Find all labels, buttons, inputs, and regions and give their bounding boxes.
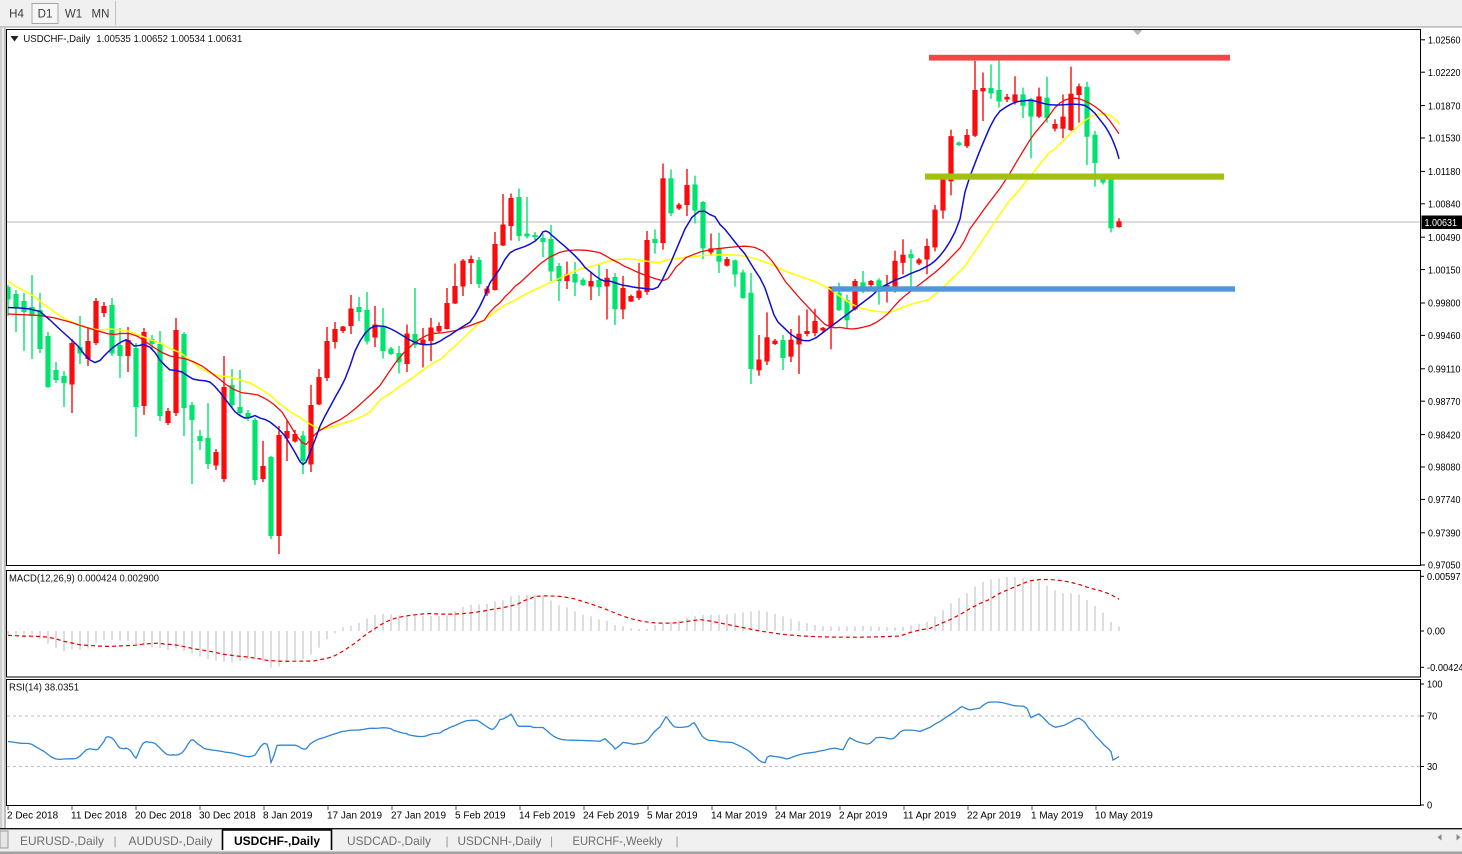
- svg-text:10 May 2019: 10 May 2019: [1095, 811, 1153, 822]
- svg-text:14 Feb 2019: 14 Feb 2019: [519, 811, 576, 822]
- svg-text:11 Dec 2018: 11 Dec 2018: [71, 811, 127, 822]
- svg-text:USDCNH-,Daily: USDCNH-,Daily: [458, 834, 542, 848]
- svg-text:1.00631: 1.00631: [1425, 218, 1458, 229]
- svg-text:0.00597: 0.00597: [1427, 572, 1461, 583]
- svg-text:8 Jan 2019: 8 Jan 2019: [263, 811, 313, 822]
- svg-text:1.00490: 1.00490: [1428, 233, 1461, 244]
- svg-text:2 Dec 2018: 2 Dec 2018: [7, 811, 59, 822]
- svg-text:20 Dec 2018: 20 Dec 2018: [135, 811, 192, 822]
- svg-text:EURCHF-,Weekly: EURCHF-,Weekly: [573, 834, 663, 848]
- svg-text:100: 100: [1427, 680, 1443, 691]
- svg-text:USDCAD-,Daily: USDCAD-,Daily: [347, 834, 431, 848]
- svg-text:5 Mar 2019: 5 Mar 2019: [647, 811, 698, 822]
- svg-text:|: |: [445, 834, 448, 848]
- svg-text:0.97390: 0.97390: [1428, 529, 1461, 540]
- svg-text:1.01180: 1.01180: [1428, 167, 1461, 178]
- svg-text:5 Feb 2019: 5 Feb 2019: [455, 811, 506, 822]
- svg-text:MN: MN: [92, 9, 110, 21]
- svg-text:0.97740: 0.97740: [1428, 495, 1461, 506]
- svg-text:0: 0: [1427, 801, 1433, 812]
- svg-text:22 Apr 2019: 22 Apr 2019: [967, 811, 1021, 822]
- svg-text:17 Jan 2019: 17 Jan 2019: [327, 811, 382, 822]
- svg-text:0.98080: 0.98080: [1428, 463, 1461, 474]
- svg-text:0.97050: 0.97050: [1428, 561, 1461, 572]
- svg-text:1.00535 1.00652 1.00534 1.0063: 1.00535 1.00652 1.00534 1.00631: [96, 33, 242, 45]
- svg-text:1.02560: 1.02560: [1428, 36, 1461, 47]
- svg-text:24 Feb 2019: 24 Feb 2019: [583, 811, 640, 822]
- svg-text:1.01530: 1.01530: [1428, 134, 1461, 145]
- svg-text:24 Mar 2019: 24 Mar 2019: [775, 811, 832, 822]
- svg-text:USDCHF-,Daily: USDCHF-,Daily: [23, 33, 91, 45]
- svg-text:11 Apr 2019: 11 Apr 2019: [903, 811, 957, 822]
- svg-text:H4: H4: [9, 9, 24, 21]
- svg-text:RSI(14) 38.0351: RSI(14) 38.0351: [9, 683, 79, 694]
- svg-text:1.01870: 1.01870: [1428, 101, 1461, 112]
- svg-text:|: |: [113, 834, 116, 848]
- svg-text:W1: W1: [65, 9, 82, 21]
- svg-text:1 May 2019: 1 May 2019: [1031, 811, 1084, 822]
- svg-text:1.00840: 1.00840: [1428, 200, 1461, 211]
- svg-text:1.02220: 1.02220: [1428, 68, 1461, 79]
- svg-text:30 Dec 2018: 30 Dec 2018: [199, 811, 256, 822]
- svg-text:0.98420: 0.98420: [1428, 430, 1461, 441]
- svg-text:|: |: [675, 834, 678, 848]
- svg-text:0.00: 0.00: [1427, 627, 1446, 638]
- svg-text:1.00150: 1.00150: [1428, 265, 1461, 276]
- svg-text:MACD(12,26,9) 0.000424 0.00290: MACD(12,26,9) 0.000424 0.002900: [9, 574, 160, 585]
- svg-text:USDCHF-,Daily: USDCHF-,Daily: [234, 834, 320, 848]
- svg-text:AUDUSD-,Daily: AUDUSD-,Daily: [129, 834, 213, 848]
- svg-text:EURUSD-,Daily: EURUSD-,Daily: [20, 834, 104, 848]
- svg-text:0.99110: 0.99110: [1428, 365, 1461, 376]
- svg-text:-0.00424: -0.00424: [1427, 663, 1462, 674]
- svg-text:0.99460: 0.99460: [1428, 331, 1461, 342]
- svg-text:0.99800: 0.99800: [1428, 299, 1461, 310]
- svg-text:70: 70: [1427, 712, 1438, 723]
- svg-text:2 Apr 2019: 2 Apr 2019: [839, 811, 888, 822]
- svg-text:30: 30: [1427, 762, 1438, 773]
- svg-text:|: |: [550, 834, 553, 848]
- svg-text:D1: D1: [38, 9, 53, 21]
- svg-text:14 Mar 2019: 14 Mar 2019: [711, 811, 768, 822]
- svg-text:27 Jan 2019: 27 Jan 2019: [391, 811, 446, 822]
- svg-text:0.98770: 0.98770: [1428, 397, 1461, 408]
